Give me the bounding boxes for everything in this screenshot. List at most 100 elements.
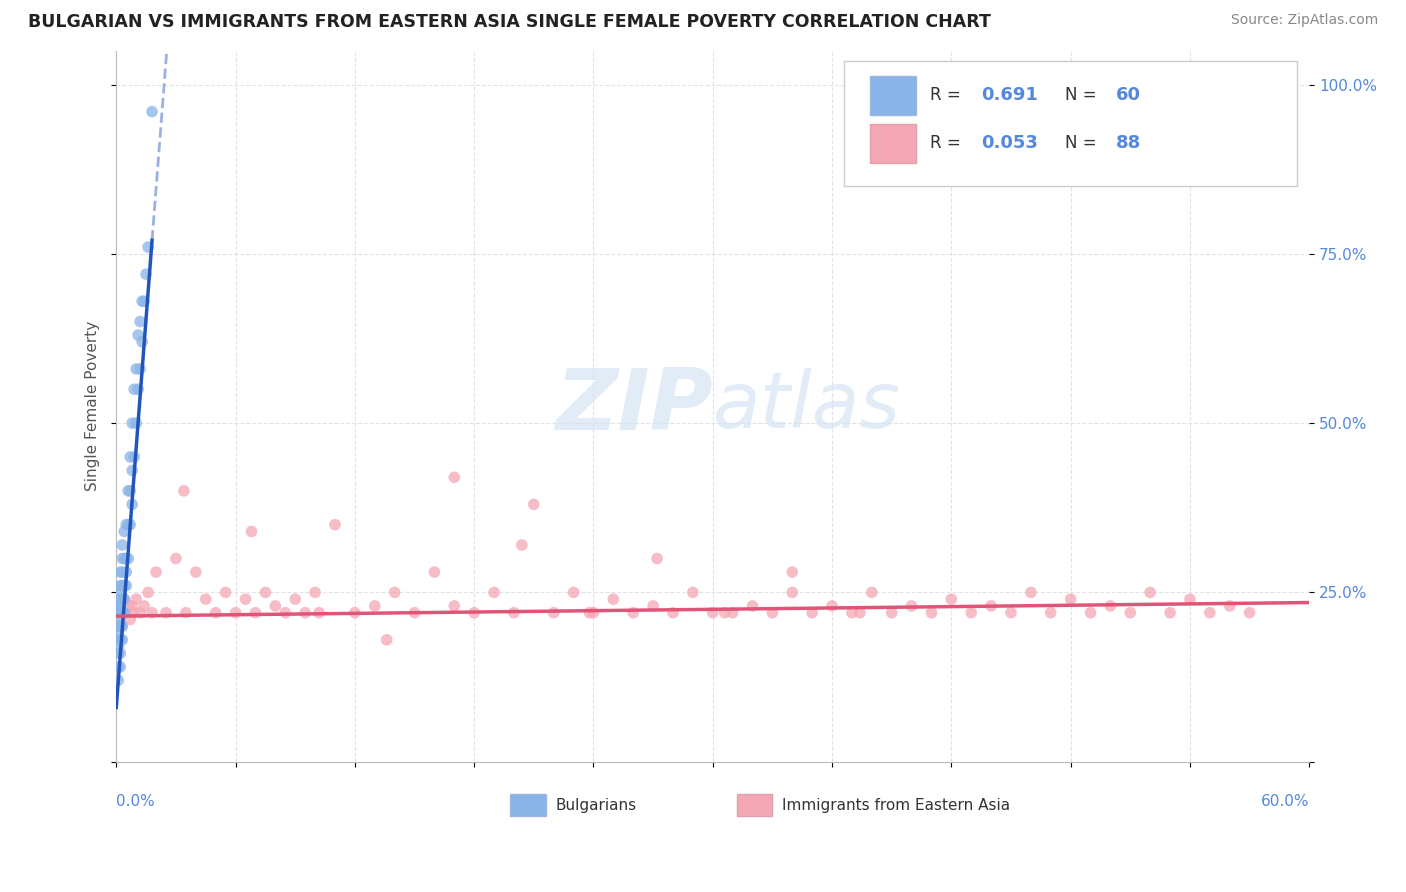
Point bbox=[1139, 585, 1161, 599]
Text: 0.691: 0.691 bbox=[981, 87, 1038, 104]
Point bbox=[582, 606, 605, 620]
Point bbox=[117, 551, 139, 566]
Point bbox=[110, 660, 132, 674]
Point bbox=[122, 606, 145, 620]
Point bbox=[523, 497, 546, 511]
Point bbox=[463, 606, 485, 620]
Text: 88: 88 bbox=[1116, 134, 1142, 153]
Point bbox=[111, 606, 134, 620]
Point bbox=[741, 599, 763, 613]
Point bbox=[621, 606, 644, 620]
Point bbox=[173, 483, 195, 498]
Point bbox=[1239, 606, 1261, 620]
Point bbox=[125, 592, 148, 607]
Point bbox=[761, 606, 783, 620]
Point bbox=[107, 612, 129, 626]
Point bbox=[1178, 592, 1201, 607]
Point bbox=[112, 606, 135, 620]
Point bbox=[110, 646, 132, 660]
Point bbox=[127, 328, 149, 343]
Point bbox=[120, 450, 142, 464]
Point bbox=[129, 606, 152, 620]
Point bbox=[174, 606, 197, 620]
Point bbox=[294, 606, 316, 620]
Point bbox=[115, 565, 138, 579]
Point bbox=[801, 606, 824, 620]
Point bbox=[165, 551, 187, 566]
Text: 60: 60 bbox=[1116, 87, 1140, 104]
Point bbox=[543, 606, 565, 620]
Point bbox=[364, 599, 387, 613]
Point bbox=[482, 585, 505, 599]
Point bbox=[900, 599, 922, 613]
Point bbox=[141, 104, 163, 119]
Point bbox=[136, 240, 159, 254]
Point bbox=[1080, 606, 1102, 620]
Point bbox=[110, 579, 132, 593]
Point bbox=[702, 606, 724, 620]
Point bbox=[184, 565, 207, 579]
Point bbox=[132, 294, 155, 309]
Point bbox=[423, 565, 446, 579]
Text: atlas: atlas bbox=[713, 368, 901, 444]
Point bbox=[245, 606, 267, 620]
Point bbox=[510, 538, 533, 552]
Point bbox=[602, 592, 624, 607]
Point bbox=[1000, 606, 1022, 620]
Point bbox=[240, 524, 263, 539]
Point bbox=[204, 606, 226, 620]
Point bbox=[112, 592, 135, 607]
Point bbox=[115, 517, 138, 532]
Point bbox=[980, 599, 1002, 613]
FancyBboxPatch shape bbox=[737, 794, 772, 816]
Point bbox=[122, 450, 145, 464]
Point bbox=[645, 551, 668, 566]
Point bbox=[117, 517, 139, 532]
Point bbox=[721, 606, 744, 620]
Point bbox=[120, 612, 142, 626]
Point bbox=[127, 382, 149, 396]
Text: 0.053: 0.053 bbox=[981, 134, 1038, 153]
Point bbox=[110, 606, 132, 620]
Point bbox=[111, 538, 134, 552]
Text: 60.0%: 60.0% bbox=[1261, 794, 1309, 809]
FancyBboxPatch shape bbox=[844, 62, 1298, 186]
Text: Source: ZipAtlas.com: Source: ZipAtlas.com bbox=[1230, 13, 1378, 28]
Point bbox=[643, 599, 665, 613]
Point bbox=[135, 267, 157, 281]
Point bbox=[443, 470, 465, 484]
Point bbox=[225, 606, 247, 620]
Point bbox=[110, 592, 132, 607]
Point bbox=[110, 632, 132, 647]
Point bbox=[254, 585, 277, 599]
Point bbox=[1159, 606, 1181, 620]
Point bbox=[110, 585, 132, 599]
Point bbox=[960, 606, 983, 620]
Point bbox=[214, 585, 236, 599]
Text: Immigrants from Eastern Asia: Immigrants from Eastern Asia bbox=[782, 797, 1010, 813]
Point bbox=[111, 632, 134, 647]
Point bbox=[110, 599, 132, 613]
Point bbox=[117, 483, 139, 498]
Point bbox=[110, 606, 132, 620]
Point bbox=[112, 592, 135, 607]
Point bbox=[662, 606, 685, 620]
Point bbox=[308, 606, 330, 620]
Point bbox=[780, 565, 803, 579]
Point bbox=[129, 362, 152, 376]
Point bbox=[578, 606, 600, 620]
Point bbox=[125, 362, 148, 376]
Point bbox=[107, 626, 129, 640]
Point bbox=[194, 592, 217, 607]
Point bbox=[443, 599, 465, 613]
Point bbox=[107, 673, 129, 688]
Point bbox=[821, 599, 844, 613]
Point bbox=[274, 606, 297, 620]
Point bbox=[780, 585, 803, 599]
Point bbox=[112, 524, 135, 539]
Point bbox=[125, 416, 148, 430]
Point bbox=[860, 585, 883, 599]
Point bbox=[120, 517, 142, 532]
Point bbox=[343, 606, 366, 620]
Point bbox=[235, 592, 257, 607]
